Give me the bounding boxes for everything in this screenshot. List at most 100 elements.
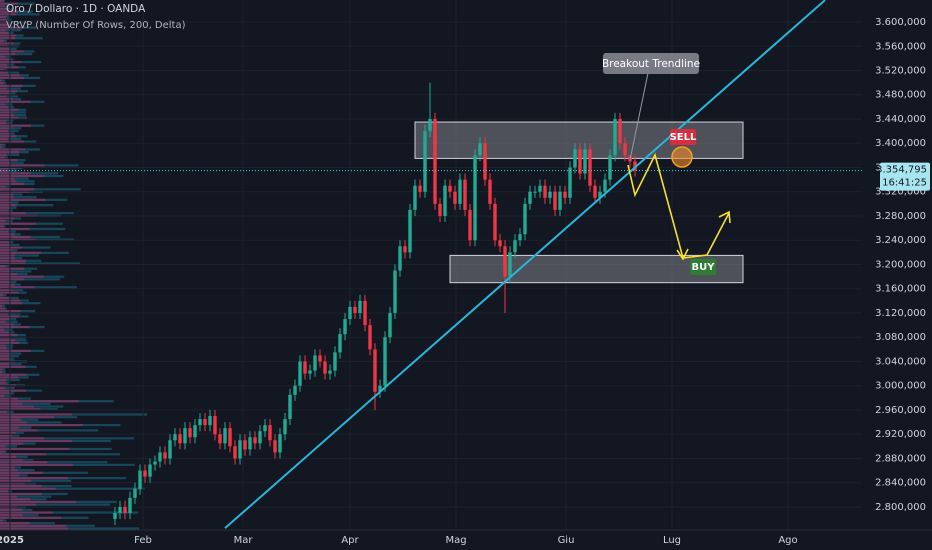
y-tick-label: 3.280,000 bbox=[875, 211, 926, 222]
profile-row bbox=[0, 13, 40, 16]
candle-body bbox=[613, 118, 617, 156]
profile-row-delta bbox=[0, 71, 8, 74]
profile-row bbox=[0, 479, 72, 482]
profile-row-delta bbox=[0, 10, 19, 13]
zone-label-box bbox=[670, 129, 696, 145]
candle-body bbox=[113, 513, 117, 520]
profile-row bbox=[0, 227, 66, 231]
profile-row-delta bbox=[0, 431, 17, 435]
candle-body bbox=[118, 506, 122, 514]
profile-row-delta bbox=[0, 344, 6, 347]
profile-row bbox=[0, 410, 14, 413]
profile-row-delta bbox=[0, 283, 15, 286]
profile-row-delta bbox=[0, 156, 5, 159]
profile-row bbox=[0, 37, 43, 40]
candle-body bbox=[213, 416, 217, 435]
candle-body bbox=[588, 149, 592, 186]
candle-body bbox=[343, 319, 347, 335]
candle-body bbox=[123, 506, 127, 514]
candle-body bbox=[578, 149, 582, 174]
candle-body bbox=[248, 437, 252, 450]
candle-body bbox=[443, 185, 447, 216]
profile-row-delta bbox=[0, 471, 44, 474]
profile-row-delta bbox=[0, 408, 41, 411]
profile-row-delta bbox=[0, 113, 14, 117]
profile-row bbox=[0, 437, 135, 440]
candle-body bbox=[493, 203, 497, 241]
x-tick-label: Apr bbox=[341, 535, 359, 546]
y-tick-label: 3.240,000 bbox=[875, 235, 926, 246]
profile-row-delta bbox=[0, 15, 7, 19]
profile-row-delta bbox=[0, 498, 31, 501]
profile-row-delta bbox=[0, 262, 26, 265]
callout-pointer bbox=[629, 72, 649, 161]
candle-body bbox=[433, 118, 437, 204]
profile-row-delta bbox=[0, 37, 16, 40]
profile-row bbox=[0, 363, 22, 366]
profile-row-delta bbox=[0, 198, 46, 201]
profile-row bbox=[0, 169, 18, 172]
profile-row-delta bbox=[0, 140, 25, 143]
projection-path bbox=[682, 212, 730, 259]
candle-body bbox=[463, 179, 467, 210]
profile-row-delta bbox=[0, 106, 8, 109]
profile-row bbox=[0, 469, 35, 472]
profile-row-delta bbox=[0, 26, 24, 29]
profile-row bbox=[0, 95, 19, 98]
zone-label: BUY bbox=[692, 262, 716, 273]
profile-row bbox=[0, 402, 51, 405]
candle-body bbox=[468, 209, 472, 241]
profile-row-delta bbox=[0, 503, 36, 506]
profile-row-delta bbox=[0, 108, 19, 111]
profile-row-delta bbox=[0, 182, 25, 186]
profile-row-delta bbox=[0, 265, 6, 268]
y-tick-label: 3.200,000 bbox=[875, 259, 926, 270]
candle-body bbox=[148, 464, 152, 477]
candle-body bbox=[208, 416, 212, 426]
profile-row-delta bbox=[0, 400, 79, 403]
candle-body bbox=[268, 425, 272, 441]
profile-row-delta bbox=[0, 212, 26, 215]
candle-body bbox=[368, 325, 372, 350]
candle-body bbox=[533, 191, 537, 193]
profile-row-delta bbox=[0, 490, 9, 493]
y-tick-label: 3.600,000 bbox=[875, 17, 926, 28]
profile-row-delta bbox=[0, 121, 6, 125]
profile-row-delta bbox=[0, 230, 9, 233]
y-tick-label: 3.080,000 bbox=[875, 332, 926, 343]
profile-row-delta bbox=[0, 368, 4, 371]
profile-row-delta bbox=[0, 161, 10, 164]
profile-row-delta bbox=[0, 241, 10, 244]
candle-body bbox=[358, 300, 362, 313]
y-tick-label: 2.800,000 bbox=[875, 502, 926, 513]
candle-body bbox=[428, 118, 432, 132]
profile-row-delta bbox=[0, 442, 24, 445]
profile-row bbox=[0, 445, 18, 448]
profile-row bbox=[0, 196, 37, 199]
candle-body bbox=[278, 434, 282, 453]
callout-label: Breakout Trendline bbox=[602, 58, 700, 70]
profile-row-delta bbox=[0, 7, 9, 11]
x-tick-label: Giu bbox=[558, 535, 575, 546]
profile-row bbox=[0, 371, 6, 374]
y-tick-label: 3.000,000 bbox=[875, 381, 926, 392]
profile-row-delta bbox=[0, 259, 26, 262]
x-tick-label: Mar bbox=[234, 535, 254, 546]
candle-body bbox=[183, 428, 187, 444]
profile-row-delta bbox=[0, 145, 2, 148]
candle-body bbox=[223, 428, 227, 444]
y-tick-label: 3.520,000 bbox=[875, 66, 926, 77]
profile-row-delta bbox=[0, 302, 23, 305]
candle-body bbox=[193, 425, 197, 438]
profile-row bbox=[0, 161, 24, 164]
profile-row-delta bbox=[0, 458, 24, 461]
profile-row bbox=[0, 320, 18, 323]
profile-row-delta bbox=[0, 23, 8, 27]
profile-row-delta bbox=[0, 466, 15, 469]
profile-row-delta bbox=[0, 479, 32, 482]
profile-row-delta bbox=[0, 318, 11, 321]
profile-row-delta bbox=[0, 222, 37, 225]
profile-row-delta bbox=[0, 196, 14, 199]
candle-body bbox=[323, 361, 327, 374]
